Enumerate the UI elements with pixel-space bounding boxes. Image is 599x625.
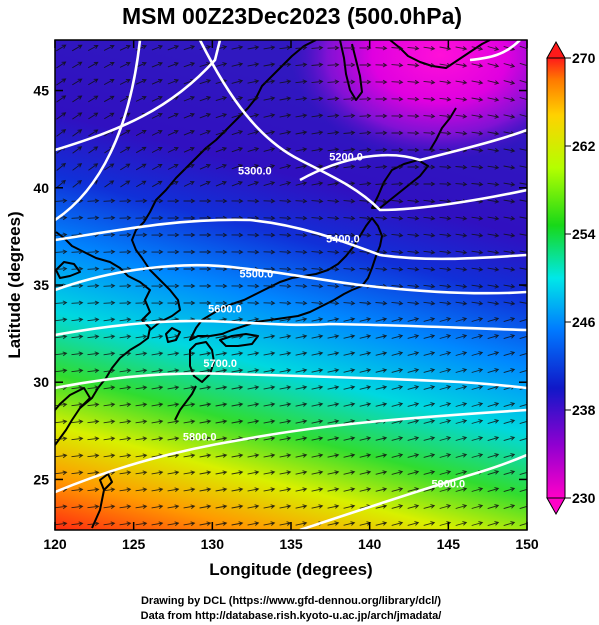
contour-5200-west [55, 40, 142, 222]
sakhalin [339, 40, 363, 101]
contour-label: 5200.0 [329, 152, 363, 164]
colorbar-max-arrow [546, 40, 566, 59]
plot-area: 5200.0 5300.0 5400.0 5500.0 5600.0 5700.0 5800… [55, 40, 527, 530]
credit-drawing: Drawing by DCL (https://www.gfd-dennou.o… [141, 595, 441, 607]
y-tick-label: 25 [33, 471, 49, 487]
contour-5600 [55, 319, 527, 337]
contour-labels: 5200.0 5300.0 5400.0 5500.0 5600.0 5700.0 5800… [183, 152, 465, 491]
colorbar-tick-label: 238 [572, 402, 596, 418]
china-korea-coast [55, 231, 151, 409]
colorbar-min-arrow [546, 497, 566, 516]
china-coast [55, 387, 91, 446]
y-tick-label: 40 [33, 180, 49, 196]
taiwan-north [99, 473, 113, 491]
x-tick-label: 150 [515, 536, 539, 552]
y-tick-label: 35 [33, 277, 49, 293]
y-tick-label: 45 [33, 83, 49, 99]
x-tick-label: 145 [437, 536, 461, 552]
contour-5500 [55, 263, 527, 295]
contour-5700 [55, 372, 527, 390]
wind-arrow-field [55, 44, 527, 527]
contour-5900 [299, 453, 527, 530]
colorbar-tick-label: 246 [572, 314, 596, 330]
coastlines [55, 40, 491, 529]
colorbar-ticks: 270 262 254 246 238 230 [565, 50, 596, 506]
kurils [429, 107, 457, 151]
contour-5200 [299, 128, 527, 182]
x-axis-label: Longitude (degrees) [209, 560, 372, 579]
chart-title: MSM 00Z23Dec2023 (500.0hPa) [122, 3, 462, 29]
x-tick-label: 135 [279, 536, 303, 552]
colorbar: 270 262 254 246 238 230 [546, 40, 596, 516]
x-tick-label: 125 [122, 536, 146, 552]
height-contours [55, 40, 527, 530]
contour-label: 5400.0 [326, 233, 360, 245]
contour-label: 5800.0 [183, 432, 217, 444]
contour-label: 5900.0 [432, 478, 466, 490]
contour-label: 5300.0 [238, 165, 272, 177]
kyushu [189, 341, 215, 383]
contour-5300 [198, 40, 527, 212]
contour-5300-west [55, 40, 222, 152]
shandong [55, 261, 81, 279]
contour-5800 [55, 408, 527, 494]
x-tick-label: 130 [201, 536, 225, 552]
shikoku [219, 333, 259, 347]
colorbar-tick-label: 254 [572, 226, 596, 242]
contour-label: 5600.0 [208, 303, 242, 315]
y-axis-label: Latitude (degrees) [5, 211, 24, 358]
colorbar-tick-label: 270 [572, 50, 596, 66]
credit-data: Data from http://database.rish.kyoto-u.a… [141, 610, 442, 622]
wind-vectors [55, 44, 527, 527]
contour-label: 5500.0 [240, 268, 274, 280]
cold-core [290, 40, 527, 160]
y-tick-label: 30 [33, 374, 49, 390]
ryukyu [174, 385, 197, 421]
colorbar-tick-label: 230 [572, 490, 596, 506]
contour-5400 [55, 218, 527, 261]
colorbar-scale [546, 57, 566, 499]
latitude-ticks: 25 30 35 40 45 [33, 83, 527, 487]
longitude-ticks: 120 125 130 135 140 145 150 [43, 40, 539, 552]
contour-5100 [469, 40, 521, 62]
korea-russia-coast [131, 40, 317, 331]
x-tick-label: 120 [43, 536, 67, 552]
contour-label: 5700.0 [203, 358, 237, 370]
x-tick-label: 140 [358, 536, 382, 552]
colorbar-tick-label: 262 [572, 138, 596, 154]
